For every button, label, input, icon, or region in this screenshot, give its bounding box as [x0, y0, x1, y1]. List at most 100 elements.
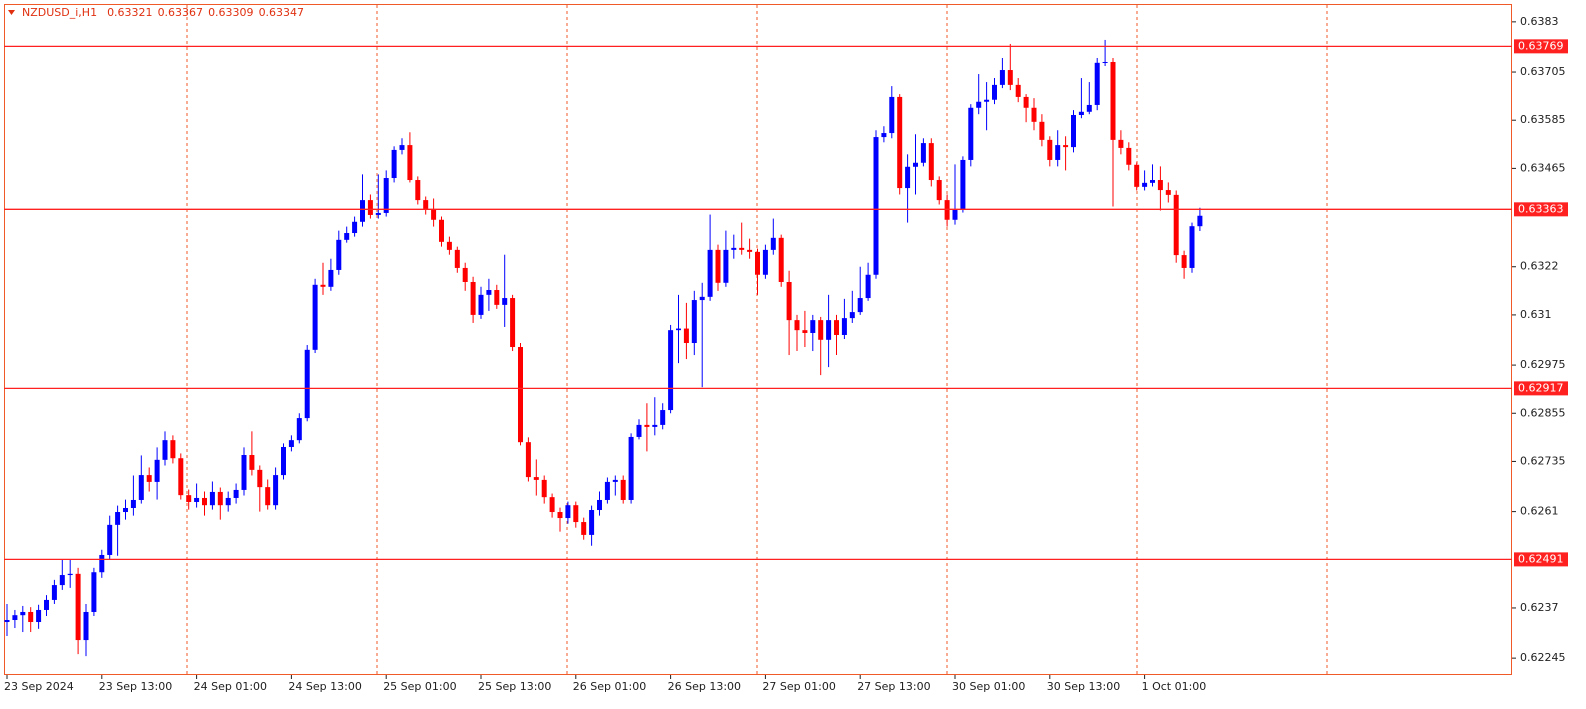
- candle-body: [423, 200, 429, 210]
- candle-body: [162, 440, 168, 460]
- candle-body: [984, 99, 990, 102]
- level-label: 0.62491: [1518, 552, 1564, 565]
- candle-body: [154, 459, 160, 482]
- candle-body: [99, 554, 105, 573]
- candle-body: [1015, 84, 1021, 97]
- candle-body: [549, 497, 555, 513]
- y-tick-label: 0.6383: [1520, 15, 1559, 28]
- candle-body: [589, 510, 595, 535]
- candle-body: [786, 281, 792, 321]
- candle-body: [905, 166, 911, 189]
- x-tick-label: 24 Sep 01:00: [194, 680, 267, 693]
- candle-body: [668, 330, 674, 411]
- candle-body: [28, 611, 34, 623]
- candle-body: [170, 440, 176, 459]
- candle-body: [1157, 180, 1163, 191]
- x-tick-label: 30 Sep 13:00: [1047, 680, 1120, 693]
- candle-body: [146, 475, 152, 482]
- x-tick-label: 26 Sep 01:00: [573, 680, 646, 693]
- candle-body: [44, 599, 49, 610]
- candle-body: [1142, 182, 1148, 187]
- candle-body: [976, 101, 982, 108]
- candle-body: [1102, 62, 1108, 64]
- y-tick-label: 0.6261: [1520, 505, 1559, 518]
- candle-body: [439, 219, 444, 242]
- candle-body: [257, 469, 263, 488]
- candle-body: [178, 458, 184, 496]
- low-value: 0.63309: [208, 6, 254, 19]
- y-tick-label: 0.62735: [1520, 454, 1566, 467]
- candle-body: [1047, 139, 1053, 160]
- candle-body: [399, 145, 405, 150]
- candle-body: [747, 249, 753, 252]
- x-tick-label: 30 Sep 01:00: [952, 680, 1025, 693]
- candle-body: [1197, 215, 1203, 227]
- candle-body: [83, 611, 89, 641]
- candle-body: [249, 455, 255, 470]
- candle-body: [1165, 190, 1171, 195]
- candle-body: [557, 512, 563, 519]
- high-value: 0.63367: [158, 6, 204, 19]
- candle-body: [320, 284, 326, 287]
- candle-body: [1086, 104, 1092, 112]
- y-tick-label: 0.62855: [1520, 406, 1566, 419]
- candle-body: [541, 479, 547, 498]
- y-tick-label: 0.63465: [1520, 161, 1566, 174]
- candle-body: [897, 96, 903, 189]
- y-tick-label: 0.6237: [1520, 601, 1559, 614]
- candle-body: [818, 320, 824, 340]
- candle-body: [1023, 96, 1029, 108]
- candle-body: [691, 300, 697, 344]
- candle-body: [296, 418, 302, 441]
- candle-body: [952, 209, 958, 220]
- candle-body: [849, 312, 855, 319]
- candle-body: [1039, 121, 1045, 140]
- x-tick-label: 25 Sep 13:00: [478, 680, 551, 693]
- candle-body: [67, 573, 73, 576]
- candle-body: [755, 251, 760, 275]
- plot-frame: [4, 4, 1512, 675]
- y-tick-label: 0.62245: [1520, 651, 1566, 664]
- candle-body: [288, 440, 294, 447]
- candle-body: [304, 349, 310, 419]
- x-tick-label: 27 Sep 13:00: [857, 680, 930, 693]
- candle-body: [446, 241, 452, 250]
- candle-body: [51, 585, 57, 600]
- level-label: 0.62917: [1518, 381, 1564, 394]
- candle-body: [367, 200, 373, 215]
- candle-body: [470, 281, 476, 315]
- candle-body: [194, 497, 200, 502]
- close-value: 0.63347: [259, 6, 305, 19]
- symbol: NZDUSD_i,H1: [22, 6, 97, 19]
- menu-arrow: [8, 10, 15, 15]
- candle-body: [1134, 164, 1140, 187]
- y-tick-label: 0.62975: [1520, 358, 1566, 371]
- candle-body: [209, 491, 215, 506]
- x-tick-label: 24 Sep 13:00: [288, 680, 361, 693]
- candle-body: [225, 497, 231, 506]
- candle-body: [344, 233, 350, 240]
- candle-body: [502, 298, 508, 305]
- candle-body: [360, 200, 365, 222]
- candle-body: [810, 320, 816, 333]
- candle-body: [723, 249, 729, 283]
- candle-body: [565, 505, 571, 519]
- candle-body: [407, 145, 413, 181]
- candle-body: [375, 212, 381, 215]
- candle-body: [581, 522, 587, 535]
- open-value: 0.63321: [107, 6, 153, 19]
- candle-body: [12, 615, 18, 621]
- level-tag: [1514, 552, 1568, 567]
- candle-body: [217, 491, 223, 506]
- y-tick-label: 0.6322: [1520, 260, 1559, 273]
- candle-body: [778, 237, 784, 282]
- candle-body: [881, 133, 887, 138]
- candle-body: [960, 159, 966, 210]
- candle-body: [352, 221, 358, 234]
- x-tick-label: 1 Oct 01:00: [1142, 680, 1207, 693]
- candle-body: [865, 274, 871, 299]
- candle-body: [1078, 111, 1084, 115]
- candle-body: [628, 436, 634, 500]
- y-tick-label: 0.63585: [1520, 113, 1566, 126]
- x-tick-label: 27 Sep 01:00: [762, 680, 835, 693]
